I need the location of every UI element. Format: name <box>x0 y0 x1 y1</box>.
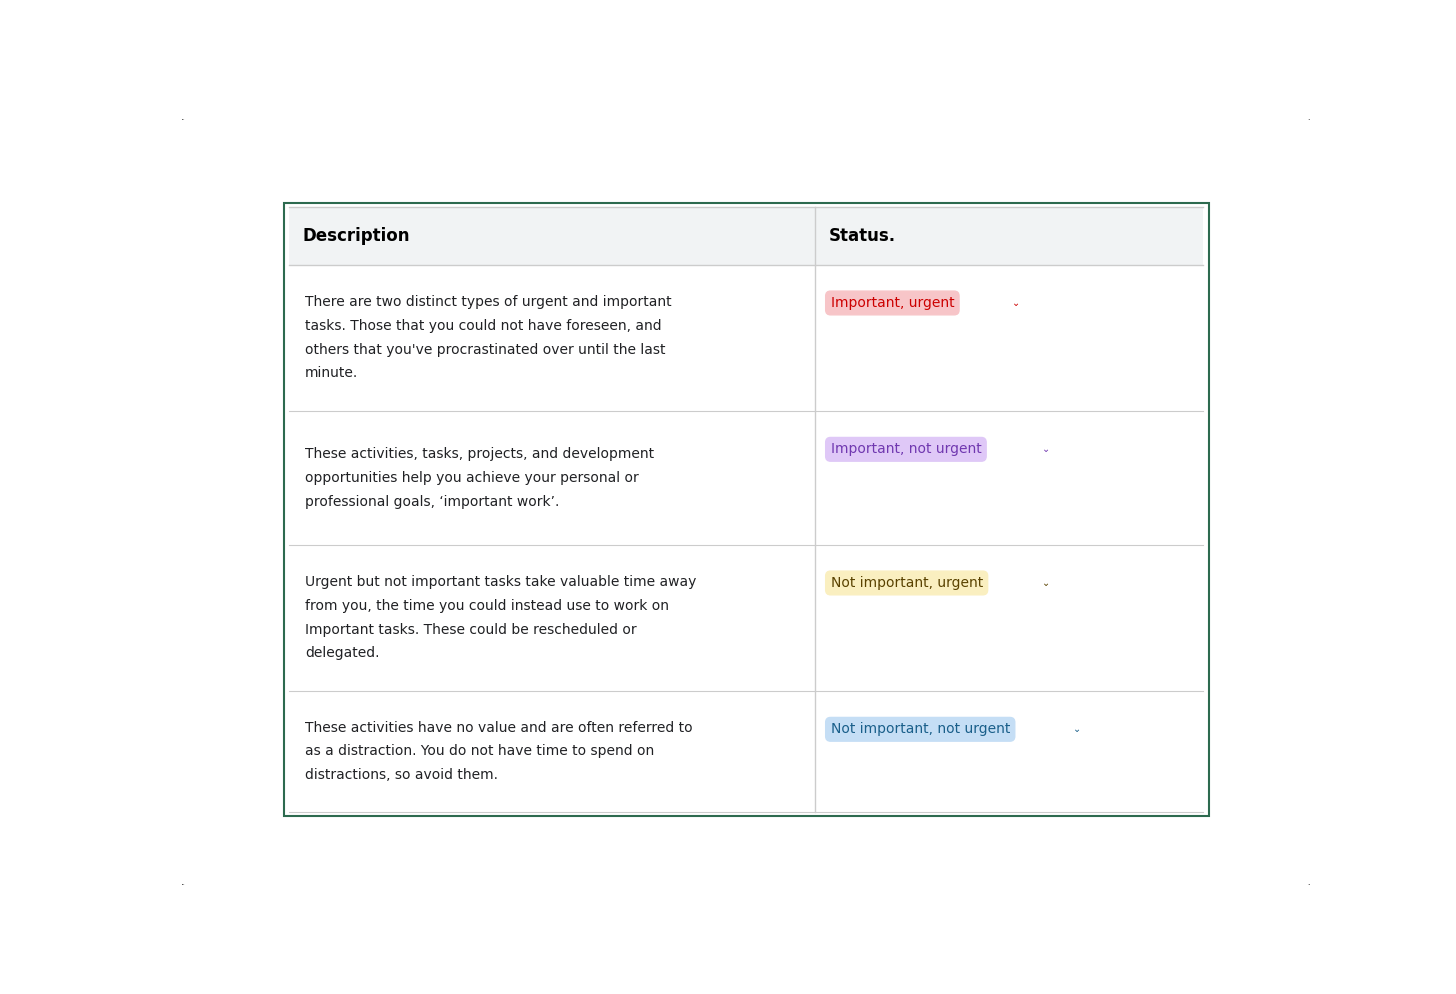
Text: minute.: minute. <box>304 367 358 381</box>
Text: Important, not urgent: Important, not urgent <box>830 442 981 456</box>
Text: from you, the time you could instead use to work on: from you, the time you could instead use… <box>304 599 668 613</box>
Text: Not important, not urgent: Not important, not urgent <box>830 723 1010 737</box>
Text: others that you've procrastinated over until the last: others that you've procrastinated over u… <box>304 343 665 357</box>
Text: ⌄: ⌄ <box>1042 578 1051 588</box>
Bar <box>290 208 1203 264</box>
Text: These activities, tasks, projects, and development: These activities, tasks, projects, and d… <box>304 447 654 461</box>
Text: Not important, urgent: Not important, urgent <box>830 576 983 590</box>
Text: Important, urgent: Important, urgent <box>830 296 954 310</box>
Text: distractions, so avoid them.: distractions, so avoid them. <box>304 768 498 782</box>
Text: opportunities help you achieve your personal or: opportunities help you achieve your pers… <box>304 471 639 485</box>
Text: as a distraction. You do not have time to spend on: as a distraction. You do not have time t… <box>304 745 654 758</box>
Text: professional goals, ‘important work’.: professional goals, ‘important work’. <box>304 495 559 509</box>
Text: ⌄: ⌄ <box>1073 725 1082 735</box>
Text: Important tasks. These could be rescheduled or: Important tasks. These could be reschedu… <box>304 622 636 637</box>
Text: These activities have no value and are often referred to: These activities have no value and are o… <box>304 721 693 735</box>
Text: Description: Description <box>303 227 411 245</box>
Text: Urgent but not important tasks take valuable time away: Urgent but not important tasks take valu… <box>304 576 696 589</box>
Text: tasks. Those that you could not have foreseen, and: tasks. Those that you could not have for… <box>304 319 661 333</box>
FancyBboxPatch shape <box>160 104 1334 900</box>
Text: ⌄: ⌄ <box>1042 444 1051 454</box>
Text: delegated.: delegated. <box>304 646 380 660</box>
Text: Status.: Status. <box>828 227 895 245</box>
FancyBboxPatch shape <box>284 204 1208 816</box>
Text: ⌄: ⌄ <box>1012 298 1019 308</box>
Text: There are two distinct types of urgent and important: There are two distinct types of urgent a… <box>304 295 671 309</box>
